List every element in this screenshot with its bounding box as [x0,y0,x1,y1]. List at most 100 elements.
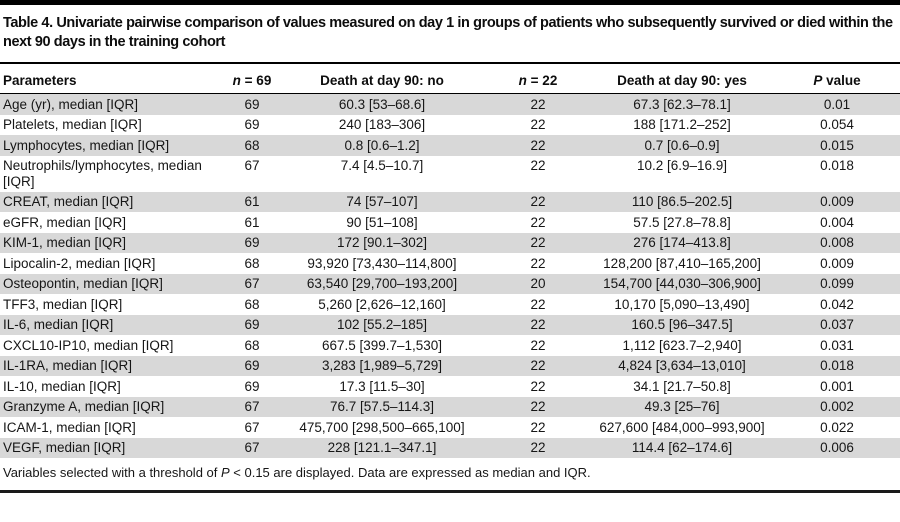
table-row: Osteopontin, median [IQR] 67 63,540 [29,70… [0,273,900,294]
col-header-n-nonsurvivors: n = 22 [486,63,590,94]
n-cell: 22 [530,358,546,373]
parameter-cell: IL-10, median [IQR] [3,378,121,394]
p-value-cell: 0.008 [820,235,854,250]
n-cell: 22 [530,158,546,173]
n-cell: 22 [530,235,546,250]
n-cell: 22 [530,419,546,435]
parameter-cell: CREAT, median [IQR] [3,194,134,209]
value-cell: 128,200 [87,410–165,200] [603,255,761,271]
parameter-cell: Age (yr), median [IQR] [3,96,139,112]
n-cell: 22 [530,137,546,153]
parameter-cell: VEGF, median [IQR] [3,440,126,455]
n-cell: 69 [244,378,260,394]
n-cell: 69 [244,235,260,250]
n-cell: 22 [530,337,546,353]
n-cell: 67 [244,440,260,455]
value-cell: 5,260 [2,626–12,160] [318,296,446,312]
table-row: VEGF, median [IQR] 67 228 [121.1–347.1] 22 1… [0,437,900,458]
value-cell: 34.1 [21.7–50.8] [633,378,731,394]
n-cell: 22 [530,117,546,132]
table-row: Neutrophils/lymphocytes, median [IQR] 67 7… [0,155,900,192]
p-value-cell: 0.009 [820,194,854,209]
value-cell: 74 [57–107] [346,194,418,209]
p-value-cell: 0.004 [820,214,854,230]
parameter-cell: eGFR, median [IQR] [3,214,127,230]
parameter-cell: IL-6, median [IQR] [3,317,114,332]
n-cell: 22 [530,399,546,414]
col-header-p-value: P value [774,63,900,94]
value-cell: 114.4 [62–174.6] [631,440,733,455]
top-rule [0,0,900,5]
n-cell: 68 [244,337,260,353]
table-row: ICAM-1, median [IQR] 67 475,700 [298,500–6… [0,417,900,438]
n-cell: 69 [244,117,260,132]
table-row: Lymphocytes, median [IQR] 68 0.8 [0.6–1.2]… [0,135,900,156]
value-cell: 228 [121.1–347.1] [327,440,437,455]
p-value-cell: 0.099 [820,276,854,291]
value-cell: 1,112 [623.7–2,940] [622,337,742,353]
value-cell: 240 [183–306] [338,117,426,132]
n-cell: 69 [244,96,260,112]
table-row: KIM-1, median [IQR] 69 172 [90.1–302] 22 276… [0,232,900,253]
table-row: Granzyme A, median [IQR] 67 76.7 [57.5–114… [0,396,900,417]
value-cell: 110 [86.5–202.5] [631,194,733,209]
value-cell: 90 [51–108] [346,214,418,230]
p-value-cell: 0.015 [820,137,854,153]
n-cell: 22 [530,194,546,209]
n-cell: 68 [244,137,260,153]
value-cell: 67.3 [62.3–78.1] [633,96,731,112]
value-cell: 160.5 [96–347.5] [631,317,733,332]
col-header-death-yes: Death at day 90: yes [590,63,774,94]
value-cell: 154,700 [44,030–306,900] [603,276,761,291]
value-cell: 63,540 [29,700–193,200] [306,276,458,291]
n-cell: 68 [244,296,260,312]
value-cell: 627,600 [484,000–993,900] [599,419,765,435]
table-row: CXCL10-IP10, median [IQR] 68 667.5 [399.7–… [0,335,900,356]
n-cell: 22 [530,378,546,394]
n-cell: 69 [244,317,260,332]
n-cell: 61 [244,194,260,209]
p-value-cell: 0.002 [820,399,854,414]
table-row: IL-1RA, median [IQR] 69 3,283 [1,989–5,729… [0,355,900,376]
parameter-cell: Lymphocytes, median [IQR] [3,137,170,153]
parameter-cell: IL-1RA, median [IQR] [3,358,133,373]
n-cell: 22 [530,214,546,230]
col-header-n-survivors: n = 69 [226,63,278,94]
table-row: IL-10, median [IQR] 69 17.3 [11.5–30] 22 34.… [0,376,900,397]
parameter-cell: Platelets, median [IQR] [3,117,142,132]
value-cell: 102 [55.2–185] [336,317,428,332]
n-cell: 22 [530,317,546,332]
value-cell: 49.3 [25–76] [644,399,720,414]
value-cell: 0.8 [0.6–1.2] [344,137,420,153]
n-cell: 69 [244,358,260,373]
value-cell: 7.4 [4.5–10.7] [340,158,424,173]
value-cell: 17.3 [11.5–30] [339,378,425,394]
n-cell: 22 [530,96,546,112]
value-cell: 93,920 [73,430–114,800] [307,255,457,271]
n-cell: 68 [244,255,260,271]
table-body: Age (yr), median [IQR] 69 60.3 [53–68.6] 22… [0,93,900,458]
table-row: IL-6, median [IQR] 69 102 [55.2–185] 22 160.… [0,314,900,335]
n-cell: 67 [244,399,260,414]
value-cell: 667.5 [399.7–1,530] [321,337,443,353]
parameter-cell: Osteopontin, median [IQR] [3,276,163,291]
n-cell: 67 [244,276,260,291]
value-cell: 60.3 [53–68.6] [338,96,426,112]
col-header-parameters: Parameters [0,63,226,94]
n-cell: 22 [530,255,546,271]
value-cell: 76.7 [57.5–114.3] [329,399,435,414]
p-value-cell: 0.01 [823,96,851,112]
value-cell: 0.7 [0.6–0.9] [644,137,720,153]
p-value-cell: 0.009 [820,255,854,271]
n-cell: 67 [244,419,260,435]
header-row: Parameters n = 69 Death at day 90: no n … [0,63,900,94]
table-row: Age (yr), median [IQR] 69 60.3 [53–68.6] 22… [0,93,900,115]
parameter-cell: TFF3, median [IQR] [3,296,123,312]
p-value-cell: 0.042 [820,296,854,312]
value-cell: 10.2 [6.9–16.9] [636,158,728,173]
parameter-cell: Neutrophils/lymphocytes, median [IQR] [3,158,202,189]
table-title: Table 4. Univariate pairwise comparison … [3,15,893,50]
value-cell: 57.5 [27.8–78.8] [633,214,731,230]
value-cell: 475,700 [298,500–665,100] [299,419,465,435]
